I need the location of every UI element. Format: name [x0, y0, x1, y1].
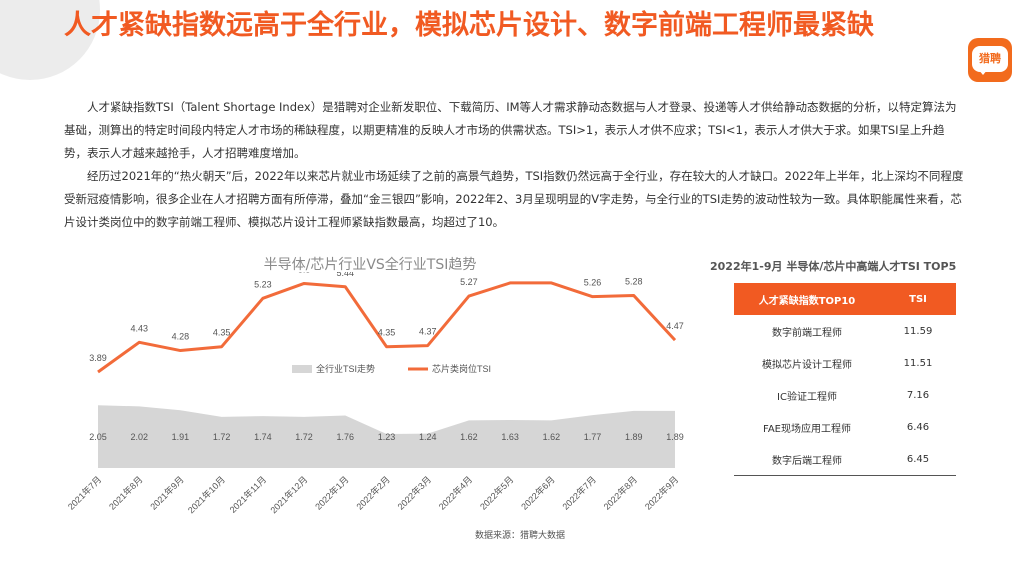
industry-tsi-value-label: 1.72 — [295, 432, 313, 442]
x-axis-tick-label: 2022年3月 — [395, 474, 433, 512]
chip-tsi-value-label: 4.43 — [130, 323, 148, 333]
logo-bubble-tail — [978, 69, 988, 75]
industry-tsi-area — [98, 405, 675, 468]
chart-title: 半导体/芯片行业VS全行业TSI趋势 — [263, 257, 477, 273]
chip-tsi-value-label: 5.44 — [337, 272, 355, 278]
tsi-trend-chart: 2.05 2.02 1.91 1.72 1.74 1.72 1.76 1.23 1.24 1.62… — [65, 272, 684, 516]
legend-label-chip: 芯片类岗位TSI — [432, 363, 491, 374]
x-axis-tick-label: 2021年8月 — [106, 474, 144, 512]
chip-tsi-value-label: 4.35 — [213, 328, 231, 338]
table-row: FAE现场应用工程师 6.46 — [734, 411, 956, 443]
industry-tsi-value-label: 1.62 — [460, 432, 478, 442]
chip-tsi-value-label: 4.28 — [172, 332, 190, 342]
logo-text: 猎聘 — [979, 52, 1001, 65]
chip-tsi-value-label: 5.5 — [298, 272, 311, 274]
chip-tsi-value-label: 5.23 — [254, 279, 272, 289]
industry-tsi-value-label: 1.76 — [337, 432, 355, 442]
chip-tsi-value-label: 4.37 — [419, 327, 437, 337]
industry-tsi-value-label: 1.72 — [213, 432, 231, 442]
x-axis-tick-label: 2022年2月 — [354, 474, 392, 512]
table-cell-tsi: 7.16 — [906, 389, 930, 401]
tsi-top5-table: 人才紧缺指数TOP10 TSI 数字前端工程师 11.59 模拟芯片设计工程师 … — [734, 283, 956, 476]
table-cell-tsi: 6.46 — [906, 421, 930, 433]
table-cell-job: FAE现场应用工程师 — [763, 423, 851, 435]
legend-swatch-industry — [292, 365, 312, 373]
data-source: 数据来源：猎聘大数据 — [474, 531, 565, 541]
logo-bubble — [972, 46, 1008, 72]
chip-tsi-value-label: 4.47 — [666, 321, 684, 331]
x-axis-tick-label: 2021年9月 — [148, 474, 186, 512]
x-axis-tick-label: 2022年7月 — [560, 474, 598, 512]
table-header-row: 人才紧缺指数TOP10 TSI — [734, 283, 956, 315]
industry-tsi-value-label: 2.05 — [89, 432, 107, 442]
chip-tsi-line — [97, 281, 677, 374]
x-axis-tick-label: 2021年11月 — [227, 474, 268, 515]
table-row: 数字后端工程师 6.45 — [734, 443, 956, 476]
x-axis-tick-label: 2022年6月 — [519, 474, 557, 512]
chip-tsi-value-label: 5.51 — [543, 272, 561, 274]
table-cell-job: 模拟芯片设计工程师 — [762, 359, 852, 371]
intro-text: 人才紧缺指数TSI（Talent Shortage Index）是猎聘对企业新发… — [64, 96, 964, 234]
table-header-tsi: TSI — [880, 283, 956, 315]
industry-tsi-value-label: 1.89 — [666, 432, 684, 442]
industry-tsi-value-label: 1.89 — [625, 432, 643, 442]
x-axis-tick-label: 2022年1月 — [312, 474, 350, 512]
table-row: 数字前端工程师 11.59 — [734, 315, 956, 347]
table-cell-job: IC验证工程师 — [777, 391, 837, 403]
x-axis-tick-label: 2022年8月 — [601, 474, 639, 512]
table-cell-job: 数字前端工程师 — [772, 327, 842, 339]
industry-tsi-value-label: 1.77 — [584, 432, 602, 442]
chip-tsi-value-label: 5.51 — [501, 272, 519, 274]
industry-tsi-value-label: 1.62 — [543, 432, 561, 442]
legend-label-industry: 全行业TSI走势 — [316, 363, 375, 374]
table-cell-tsi: 11.59 — [903, 325, 933, 337]
x-axis-tick-label: 2021年10月 — [185, 474, 227, 516]
x-axis-tick-label: 2021年7月 — [65, 474, 103, 512]
table-title: 2022年1-9月 半导体/芯片中高端人才TSI TOP5 — [710, 260, 957, 273]
page-title: 人才紧缺指数远高于全行业，模拟芯片设计、数字前端工程师最紧缺 — [64, 10, 874, 41]
table-cell-job: 数字后端工程师 — [734, 443, 880, 476]
x-axis-tick-label: 2021年12月 — [268, 474, 310, 516]
x-axis-tick-label: 2022年5月 — [477, 474, 515, 512]
table-header-job: 人才紧缺指数TOP10 — [734, 283, 880, 315]
industry-tsi-value-label: 1.23 — [378, 432, 396, 442]
intro-paragraph-2: 经历过2021年的“热火朝天”后，2022年以来芯片就业市场延续了之前的高景气趋… — [64, 169, 964, 229]
liepin-logo: 猎聘 — [968, 38, 1012, 82]
table-cell-tsi: 11.51 — [903, 357, 933, 369]
chip-tsi-value-label: 5.26 — [584, 278, 602, 288]
industry-tsi-value-label: 1.63 — [501, 432, 519, 442]
industry-tsi-value-label: 1.74 — [254, 432, 272, 442]
industry-tsi-value-label: 2.02 — [130, 432, 148, 442]
chip-tsi-value-label: 3.89 — [89, 353, 107, 363]
industry-tsi-value-label: 1.91 — [172, 432, 190, 442]
x-axis-tick-label: 2022年4月 — [436, 474, 474, 512]
chip-tsi-value-label: 5.28 — [625, 277, 643, 287]
x-axis-tick-label: 2022年9月 — [642, 474, 680, 512]
table-row: 模拟芯片设计工程师 11.51 — [734, 347, 956, 379]
intro-paragraph-1: 人才紧缺指数TSI（Talent Shortage Index）是猎聘对企业新发… — [64, 100, 957, 160]
industry-tsi-value-label: 1.24 — [419, 432, 437, 442]
chip-tsi-value-label: 5.27 — [460, 277, 478, 287]
table-cell-tsi: 6.45 — [880, 443, 956, 476]
table-row: IC验证工程师 7.16 — [734, 379, 956, 411]
chip-tsi-value-label: 4.35 — [378, 328, 396, 338]
